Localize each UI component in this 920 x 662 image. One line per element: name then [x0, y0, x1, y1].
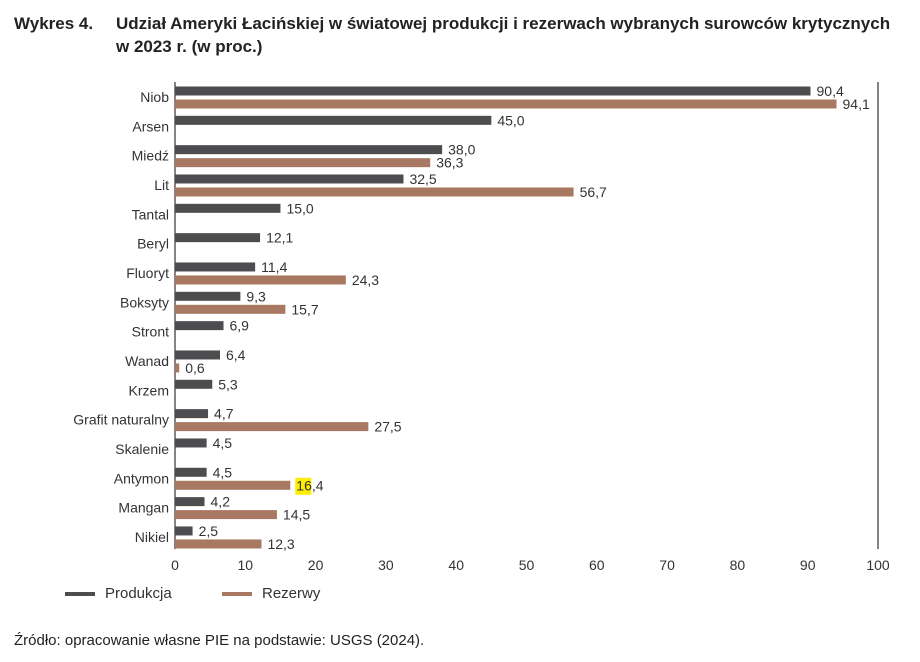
data-label: 2,5: [199, 523, 219, 539]
bar-produkcja: [175, 145, 443, 155]
x-tick-label: 30: [378, 557, 394, 573]
data-label: 6,9: [230, 318, 250, 334]
data-label: 90,4: [817, 83, 844, 99]
category-label: Antymon: [114, 470, 169, 486]
category-label: Miedź: [132, 148, 169, 164]
bar-produkcja: [175, 233, 261, 243]
category-label: Grafit naturalny: [73, 412, 169, 428]
bar-rezerwy: [175, 187, 574, 197]
x-tick-label: 10: [238, 557, 254, 573]
category-label: Niob: [140, 89, 169, 105]
source-note: Źródło: opracowanie własne PIE na podsta…: [14, 632, 425, 649]
data-label: 11,4: [261, 259, 287, 275]
data-label: 9,3: [246, 288, 266, 304]
data-label: 27,5: [374, 419, 401, 435]
data-label: 5,3: [218, 376, 238, 392]
data-label: 16,4: [296, 477, 323, 493]
data-label: 45,0: [497, 112, 524, 128]
data-label: 36,3: [436, 155, 463, 171]
legend-label: Produkcja: [105, 585, 172, 602]
category-label: Tantal: [132, 206, 169, 222]
bar-rezerwy: [175, 99, 837, 109]
legend-swatch-produkcja: [65, 591, 95, 596]
x-tick-label: 0: [171, 557, 179, 573]
bar-produkcja: [175, 174, 404, 184]
data-label: 15,0: [286, 200, 313, 216]
data-label: 4,5: [213, 435, 233, 451]
category-label: Mangan: [118, 500, 169, 516]
data-label: 6,4: [226, 347, 246, 363]
chart-number: Wykres 4.: [14, 14, 94, 33]
data-label: 12,3: [267, 536, 294, 552]
legend-swatch-rezerwy: [222, 591, 252, 596]
bar-produkcja: [175, 86, 811, 96]
data-label: 0,6: [185, 360, 205, 376]
category-label: Boksyty: [120, 294, 169, 310]
data-label: 12,1: [266, 230, 293, 246]
legend-item-rezerwy: Rezerwy: [222, 585, 320, 602]
x-tick-label: 80: [730, 557, 746, 573]
bar-rezerwy: [175, 539, 262, 549]
bar-produkcja: [175, 262, 256, 272]
data-label: 24,3: [352, 272, 379, 288]
bar-produkcja: [175, 350, 220, 360]
bar-produkcja: [175, 115, 492, 125]
bar-produkcja: [175, 321, 224, 331]
category-label: Stront: [132, 324, 169, 340]
x-tick-label: 20: [308, 557, 324, 573]
x-tick-label: 60: [589, 557, 605, 573]
bar-produkcja: [175, 526, 193, 536]
category-label: Wanad: [125, 353, 169, 369]
bar-rezerwy: [175, 158, 431, 168]
data-label: 4,5: [213, 464, 233, 480]
bar-produkcja: [175, 438, 207, 448]
x-tick-label: 100: [866, 557, 890, 573]
bar-produkcja: [175, 409, 209, 419]
legend-item-produkcja: Produkcja: [65, 585, 172, 602]
highlight-mark: [295, 477, 312, 495]
data-label: 15,7: [291, 301, 318, 317]
bar-rezerwy: [175, 275, 346, 285]
data-label: 4,2: [211, 494, 231, 510]
category-label: Fluoryt: [126, 265, 169, 281]
data-label: 56,7: [580, 184, 607, 200]
category-label: Arsen: [132, 118, 169, 134]
bar-chart: 0 10 20 30 40 50 60 70 80 90 100 Niob 90,494,1 Arsen 4…: [73, 82, 890, 573]
bar-rezerwy: [175, 363, 180, 373]
bar-rezerwy: [175, 480, 291, 490]
data-label: 38,0: [448, 142, 475, 158]
bar-rezerwy: [175, 422, 369, 432]
category-label: Lit: [154, 177, 169, 193]
category-label: Nikiel: [135, 529, 169, 545]
category-label: Beryl: [137, 236, 169, 252]
x-tick-label: 40: [448, 557, 464, 573]
data-label: 32,5: [409, 171, 436, 187]
legend-label: Rezerwy: [262, 585, 321, 602]
category-label: Krzem: [129, 382, 169, 398]
category-label: Skalenie: [115, 441, 169, 457]
x-tick-label: 70: [659, 557, 675, 573]
x-tick-label: 90: [800, 557, 816, 573]
bar-produkcja: [175, 379, 213, 389]
bar-produkcja: [175, 291, 241, 301]
data-label: 14,5: [283, 507, 310, 523]
bar-produkcja: [175, 203, 281, 213]
x-tick-label: 50: [519, 557, 535, 573]
data-label: 94,1: [843, 96, 870, 112]
bar-rezerwy: [175, 304, 286, 314]
chart-title-text: Udział Ameryki Łacińskiej w światowej pr…: [116, 14, 891, 56]
bar-produkcja: [175, 467, 207, 477]
bar-rezerwy: [175, 510, 277, 520]
data-label: 4,7: [214, 406, 234, 422]
bar-produkcja: [175, 497, 205, 507]
